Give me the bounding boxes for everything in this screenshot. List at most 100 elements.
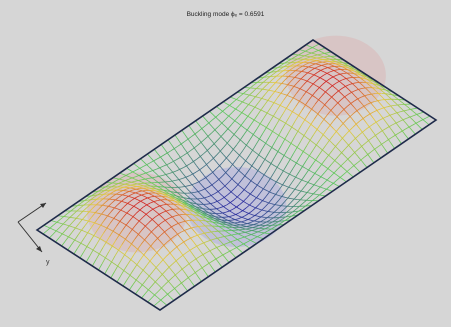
mesh-line-u [243, 113, 246, 115]
mesh-line-u [237, 248, 240, 251]
mesh-line-v [320, 172, 325, 178]
mesh-line-v [107, 261, 112, 269]
mesh-line-v [306, 188, 311, 193]
mesh-line-v [243, 223, 248, 225]
mesh-line-v [294, 115, 299, 122]
mesh-line-u [391, 143, 394, 147]
mesh-line-v [136, 200, 141, 204]
mesh-line-v [246, 225, 251, 227]
mesh-line-v [232, 214, 236, 217]
mesh-line-v [309, 61, 313, 64]
mesh-line-u [231, 221, 233, 223]
mesh-line-u [240, 156, 243, 159]
mesh-line-v [265, 191, 270, 197]
mesh-line-v [122, 280, 127, 287]
mesh-line-v [65, 225, 70, 231]
mesh-line-u [175, 290, 178, 293]
mesh-line-v [326, 124, 331, 131]
mesh-line-u [306, 120, 309, 123]
mesh-line-u [117, 233, 120, 236]
mesh-line-u [330, 68, 333, 71]
mesh-line-v [187, 227, 192, 230]
mesh-line-u [283, 106, 285, 108]
mesh-line-v [162, 270, 166, 275]
mesh-line-v [250, 175, 255, 182]
mesh-line-v [216, 245, 221, 248]
mesh-line-v [294, 73, 299, 78]
mesh-line-v [160, 296, 165, 301]
mesh-line-v [244, 104, 249, 109]
mesh-line-u [256, 121, 259, 124]
mesh-line-u [330, 61, 333, 63]
mesh-line-v [356, 107, 361, 112]
mesh-line-v [70, 239, 76, 246]
mesh-line-v [259, 82, 264, 86]
mesh-line-u [320, 88, 323, 91]
mesh-line-u [309, 82, 312, 84]
mesh-line-u [168, 154, 171, 158]
mesh-line-v [382, 88, 387, 91]
mesh-line-u [130, 204, 133, 206]
mesh-line-u [181, 206, 184, 208]
mesh-line-u [192, 229, 195, 232]
mesh-line-u [102, 255, 105, 258]
mesh-line-u [194, 231, 197, 234]
mesh-line-v [75, 223, 80, 229]
mesh-line-v [208, 212, 213, 214]
mesh-line-u [363, 163, 366, 166]
mesh-line-u [267, 128, 270, 130]
mesh-line-v [173, 233, 178, 237]
mesh-line-u [321, 101, 324, 104]
mesh-line-u [237, 214, 239, 217]
mesh-line-u [150, 190, 153, 192]
mesh-line-v [158, 212, 163, 215]
mesh-line-v [290, 86, 295, 91]
mesh-line-u [193, 161, 196, 164]
mesh-line-u [147, 184, 150, 186]
mesh-line-v [283, 84, 289, 90]
mesh-line-u [154, 162, 157, 165]
mesh-line-v [150, 195, 155, 198]
mesh-line-u [252, 206, 255, 208]
mesh-line-u [281, 136, 284, 139]
mesh-line-u [153, 187, 156, 189]
mesh-line-v [289, 168, 294, 175]
mesh-line-v [169, 171, 173, 174]
mesh-line-u [174, 230, 177, 233]
mesh-line-u [322, 165, 326, 167]
mesh-line-u [152, 278, 155, 281]
mesh-line-u [225, 237, 228, 240]
mesh-line-u [162, 301, 165, 304]
mesh-line-v [172, 215, 176, 218]
mesh-line-u [176, 152, 180, 156]
mesh-line-u [226, 231, 229, 234]
mesh-line-v [354, 149, 359, 153]
mesh-line-u [309, 93, 312, 95]
mesh-line-u [174, 258, 177, 262]
mesh-line-u [187, 247, 191, 251]
mesh-line-u [145, 186, 147, 188]
mesh-line-v [185, 220, 189, 222]
mesh-line-v [98, 205, 103, 210]
mesh-line-u [348, 114, 351, 117]
mesh-line-v [130, 254, 135, 260]
mesh-line-u [237, 223, 240, 225]
mesh-line-u [210, 252, 214, 256]
mesh-line-v [241, 231, 246, 234]
mesh-line-v [135, 188, 140, 190]
mesh-line-u [207, 200, 210, 203]
mesh-line-v [175, 197, 180, 200]
mesh-line-u [206, 164, 209, 167]
mesh-line-v [303, 57, 308, 60]
mesh-line-u [144, 196, 147, 198]
mesh-line-v [375, 119, 380, 123]
mesh-line-v [55, 237, 60, 243]
mesh-line-v [199, 166, 204, 171]
mesh-line-v [275, 119, 280, 126]
mesh-line-v [237, 125, 242, 131]
mesh-line-v [415, 121, 420, 124]
mesh-line-u [378, 102, 382, 105]
mesh-line-u [343, 168, 346, 171]
mesh-line-u [204, 256, 207, 260]
mesh-line-u [151, 292, 154, 295]
